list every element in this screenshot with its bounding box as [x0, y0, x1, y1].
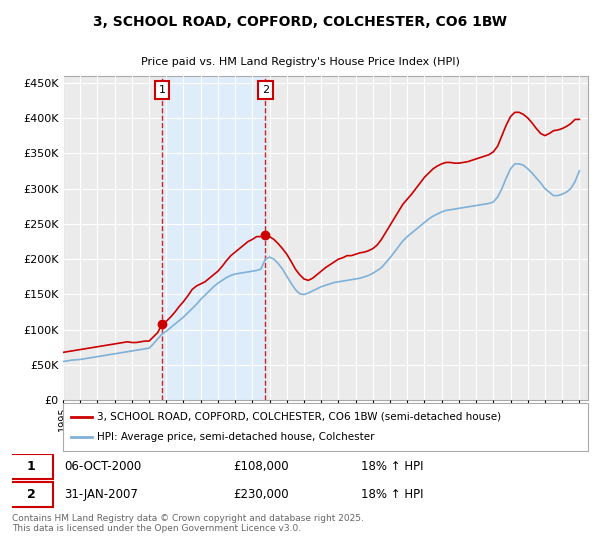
Text: 06-OCT-2000: 06-OCT-2000 — [64, 460, 142, 473]
Text: 18% ↑ HPI: 18% ↑ HPI — [361, 488, 424, 501]
Text: £108,000: £108,000 — [233, 460, 289, 473]
Text: 1: 1 — [158, 85, 166, 95]
Text: 3, SCHOOL ROAD, COPFORD, COLCHESTER, CO6 1BW: 3, SCHOOL ROAD, COPFORD, COLCHESTER, CO6… — [93, 15, 507, 29]
FancyBboxPatch shape — [9, 482, 53, 507]
Text: Contains HM Land Registry data © Crown copyright and database right 2025.
This d: Contains HM Land Registry data © Crown c… — [12, 514, 364, 533]
FancyBboxPatch shape — [9, 454, 53, 479]
Text: Price paid vs. HM Land Registry's House Price Index (HPI): Price paid vs. HM Land Registry's House … — [140, 57, 460, 67]
Text: 1: 1 — [26, 460, 35, 473]
Text: 18% ↑ HPI: 18% ↑ HPI — [361, 460, 424, 473]
Bar — [162, 76, 265, 400]
Text: 2: 2 — [26, 488, 35, 501]
Text: 3, SCHOOL ROAD, COPFORD, COLCHESTER, CO6 1BW (semi-detached house): 3, SCHOOL ROAD, COPFORD, COLCHESTER, CO6… — [97, 412, 501, 422]
Text: 31-JAN-2007: 31-JAN-2007 — [64, 488, 138, 501]
Text: £230,000: £230,000 — [233, 488, 289, 501]
FancyBboxPatch shape — [63, 403, 588, 451]
Text: 2: 2 — [262, 85, 269, 95]
Text: HPI: Average price, semi-detached house, Colchester: HPI: Average price, semi-detached house,… — [97, 432, 374, 442]
